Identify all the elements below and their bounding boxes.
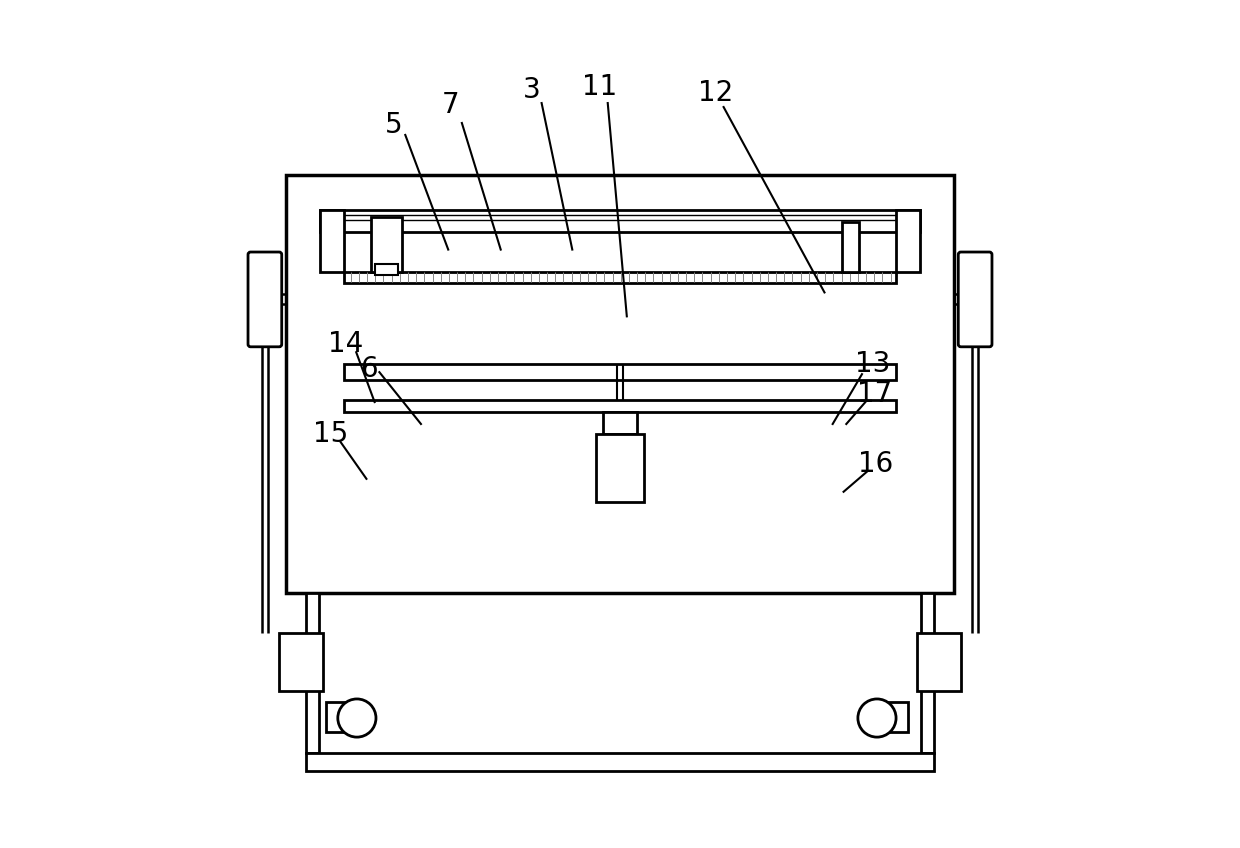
Text: 7: 7 <box>443 91 460 119</box>
Bar <box>374 264 398 276</box>
Bar <box>842 221 858 271</box>
Text: 6: 6 <box>361 355 378 383</box>
Bar <box>371 217 402 271</box>
Bar <box>880 702 908 732</box>
Text: 16: 16 <box>858 450 893 478</box>
Bar <box>878 712 883 724</box>
Circle shape <box>337 699 376 737</box>
Text: 11: 11 <box>582 73 618 101</box>
Bar <box>326 702 353 732</box>
Bar <box>279 633 324 691</box>
Bar <box>306 594 319 753</box>
Bar <box>343 400 897 412</box>
Circle shape <box>858 699 897 737</box>
Bar <box>916 633 961 691</box>
Bar <box>306 753 934 771</box>
Text: 14: 14 <box>329 330 363 358</box>
Bar <box>351 712 356 724</box>
Bar <box>921 594 934 753</box>
Bar <box>596 434 644 502</box>
Bar <box>343 364 897 380</box>
Text: 12: 12 <box>698 79 733 107</box>
Bar <box>320 209 920 232</box>
FancyBboxPatch shape <box>248 252 281 347</box>
Text: 15: 15 <box>312 420 348 448</box>
Text: 13: 13 <box>854 350 890 378</box>
Text: 3: 3 <box>522 76 541 104</box>
Bar <box>320 209 343 271</box>
Text: 5: 5 <box>384 111 403 139</box>
Bar <box>897 209 920 271</box>
Bar <box>343 271 897 283</box>
Bar <box>286 175 954 594</box>
Text: 17: 17 <box>857 380 892 408</box>
FancyBboxPatch shape <box>959 252 992 347</box>
Bar <box>603 412 637 434</box>
